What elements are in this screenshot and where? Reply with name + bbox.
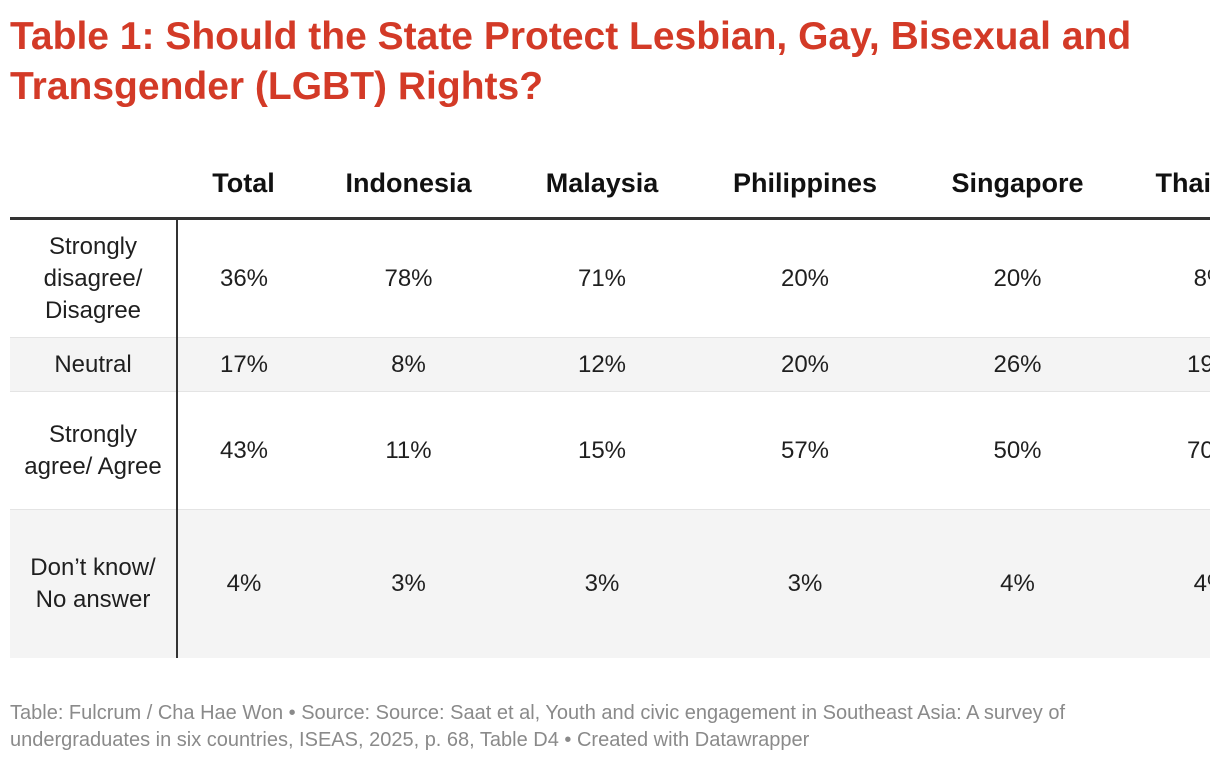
data-table-container: Total Indonesia Malaysia Philippines Sin…	[10, 150, 1210, 670]
source-footer: Table: Fulcrum / Cha Hae Won • Source: S…	[10, 702, 1066, 751]
table-row: Strongly agree/ Agree 43% 11% 15% 57% 50…	[10, 391, 1210, 510]
column-header-malaysia: Malaysia	[507, 150, 697, 220]
table-cell: 17%	[177, 337, 310, 392]
table-cell: 43%	[177, 391, 310, 510]
table-row: Don’t know/ No answer 4% 3% 3% 3% 4% 4%	[10, 509, 1210, 658]
table-cell: 3%	[310, 509, 507, 658]
table-cell: 8%	[1122, 218, 1210, 338]
table-cell: 20%	[697, 337, 913, 392]
table-cell: 3%	[697, 509, 913, 658]
chart-title: Table 1: Should the State Protect Lesbia…	[10, 15, 1132, 108]
data-table: Total Indonesia Malaysia Philippines Sin…	[10, 150, 1210, 658]
row-label: Strongly disagree/ Disagree	[10, 218, 178, 338]
row-label: Strongly agree/ Agree	[10, 391, 178, 510]
table-cell: 4%	[177, 509, 310, 658]
column-header-singapore: Singapore	[913, 150, 1122, 220]
table-cell: 8%	[310, 337, 507, 392]
table-cell: 70%	[1122, 391, 1210, 510]
table-cell: 50%	[913, 391, 1122, 510]
table-cell: 4%	[913, 509, 1122, 658]
table-cell: 26%	[913, 337, 1122, 392]
column-header-philippines: Philippines	[697, 150, 913, 220]
table-cell: 12%	[507, 337, 697, 392]
table-cell: 71%	[507, 218, 697, 338]
table-header-row: Total Indonesia Malaysia Philippines Sin…	[10, 150, 1210, 220]
table-cell: 4%	[1122, 509, 1210, 658]
table-cell: 78%	[310, 218, 507, 338]
column-header-indonesia: Indonesia	[310, 150, 507, 220]
table-row: Neutral 17% 8% 12% 20% 26% 19%	[10, 337, 1210, 392]
table-cell: 57%	[697, 391, 913, 510]
table-cell: 3%	[507, 509, 697, 658]
column-header-row-label	[10, 150, 177, 220]
table-cell: 20%	[697, 218, 913, 338]
column-header-total: Total	[177, 150, 310, 220]
table-cell: 36%	[177, 218, 310, 338]
row-label: Neutral	[10, 337, 178, 392]
table-cell: 11%	[310, 391, 507, 510]
table-row: Strongly disagree/ Disagree 36% 78% 71% …	[10, 218, 1210, 338]
table-cell: 15%	[507, 391, 697, 510]
row-label: Don’t know/ No answer	[10, 509, 178, 658]
table-cell: 20%	[913, 218, 1122, 338]
column-header-thailand: Thailand	[1122, 150, 1210, 220]
table-cell: 19%	[1122, 337, 1210, 392]
